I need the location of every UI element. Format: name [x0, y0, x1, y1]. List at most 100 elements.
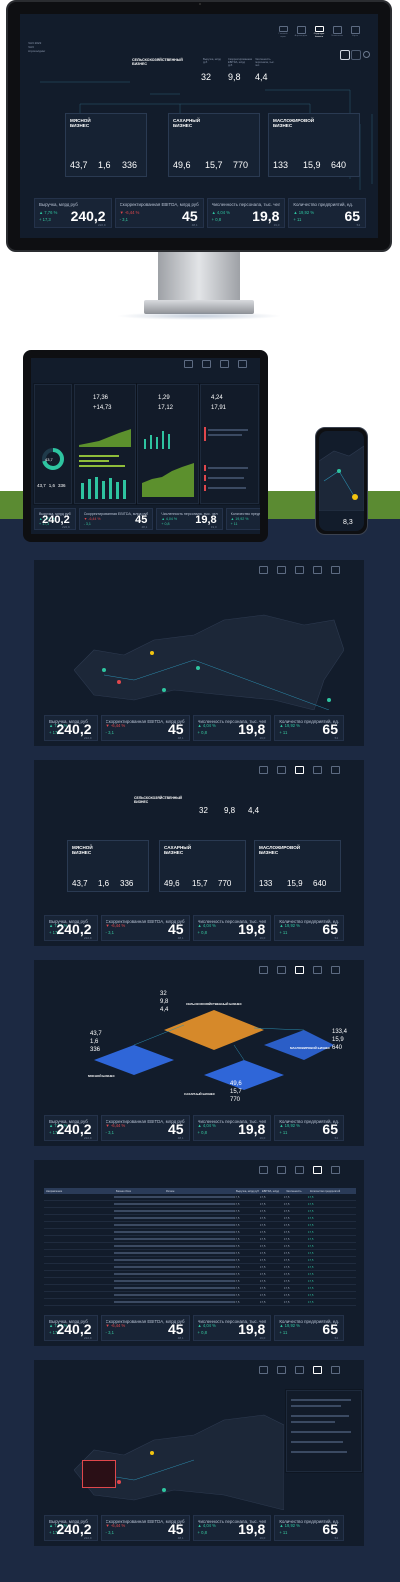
nav-item-home[interactable] — [181, 360, 195, 372]
table-row[interactable]: 17,5 17,5 17,5 17,5 — [44, 1236, 356, 1243]
kpi-card[interactable]: Скорректированная EBITDA, млрд руб ▼ -6,4… — [100, 915, 190, 941]
kpi-card[interactable]: Выручка, млрд руб ▲ 7,76 % + 17,3 240,2 222,… — [44, 1515, 98, 1541]
kpi-card[interactable]: Количество предприятий, ед.▲ 19,92 %+ 11… — [274, 1315, 344, 1341]
nav-item-metrics[interactable] — [310, 566, 324, 578]
nav-item-agroholding[interactable] — [199, 360, 213, 372]
table-row[interactable]: 17,5 17,5 17,5 17,5 — [44, 1243, 356, 1250]
nav-item-metrics[interactable] — [310, 966, 324, 978]
kpi-card[interactable]: Численность персонала, тыс. чел ▲ 4,04 % +… — [192, 715, 272, 741]
business-card-sugar[interactable]: САХАРНЫЙ БИЗНЕС 49,6 15,7 770 — [168, 113, 260, 177]
kpi-card[interactable]: Скорректированная EBITDA, млрд руб ▼ -6,4… — [100, 1115, 190, 1141]
nav-item-agroholding[interactable] — [274, 966, 288, 978]
nav-item-home[interactable] — [256, 1366, 270, 1378]
nav-item-home[interactable] — [256, 566, 270, 578]
nav-item-structure[interactable] — [292, 766, 306, 778]
kpi-card[interactable]: Численность персонала, тыс. чел ▲ 4,04 % +… — [192, 1115, 272, 1141]
view-toggle-button[interactable] — [340, 50, 350, 60]
nav-item-agroholding[interactable] — [274, 566, 288, 578]
nav-item-map[interactable] — [328, 966, 342, 978]
nav-item-structure[interactable] — [292, 966, 306, 978]
business-card-oil[interactable]: МАСЛОЖИРОВОЙ БИЗНЕС 133 15,9 640 — [268, 113, 360, 177]
alert-popup[interactable] — [82, 1460, 116, 1488]
table-header-cell[interactable]: Количество предприятий — [310, 1189, 341, 1193]
kpi-change: ▲ 4,04 % — [197, 1123, 216, 1128]
kpi-card[interactable]: Выручка, млрд руб ▲ 7,76 % + 17,3 240,2 222,… — [44, 1115, 98, 1141]
kpi-card[interactable]: Численность персонала, тыс. чел ▲ 4,04 % +… — [206, 198, 286, 228]
kpi-card[interactable]: Численность персонала, тыс. чел ▲ 4,04 % +… — [156, 508, 223, 530]
table-row[interactable]: 17,5 17,5 17,5 17,5 — [44, 1278, 356, 1285]
business-card-sugar[interactable]: САХАРНЫЙ БИЗНЕС 49,6 15,7 770 — [159, 840, 246, 892]
table-row[interactable]: 17,5 17,5 17,5 17,5 — [44, 1208, 356, 1215]
nav-item-agroholding[interactable] — [274, 1166, 288, 1178]
table-row[interactable]: 17,5 17,5 17,5 17,5 — [44, 1201, 356, 1208]
table-header-cell[interactable]: Численность — [286, 1189, 302, 1193]
table-cell: 17,5 — [284, 1265, 290, 1269]
nav-item-map[interactable] — [328, 1166, 342, 1178]
kpi-card[interactable]: Количество предприятий, ед.▲ 19,92 %+ 11… — [274, 1115, 344, 1141]
nav-item-map[interactable] — [328, 766, 342, 778]
nav-item-structure[interactable] — [292, 1166, 306, 1178]
nav-item-home[interactable] — [256, 966, 270, 978]
nav-item-structure[interactable] — [292, 1366, 306, 1378]
table-header-cell[interactable]: EBITDA, млрд — [262, 1189, 280, 1193]
kpi-card[interactable]: Количество предприятий, ед.▲ 19,92 %+ 11… — [225, 508, 260, 530]
view-toggle-button-2[interactable] — [351, 50, 361, 60]
nav-item-metrics[interactable]: Показатели — [330, 26, 344, 38]
business-card-meat[interactable]: МЯСНОЙ БИЗНЕС 43,7 1,6 336 — [65, 113, 147, 177]
kpi-card[interactable]: Выручка, млрд руб ▲ 7,76 % + 17,3 240,2 222,… — [44, 1315, 98, 1341]
table-row[interactable]: 17,5 17,5 17,5 17,5 — [44, 1257, 356, 1264]
table-header-cell[interactable]: Выручка, млрд руб — [236, 1189, 259, 1193]
nav-item-metrics[interactable] — [235, 360, 249, 372]
table-header-cell[interactable]: Бизнес-блок — [116, 1189, 131, 1193]
kpi-card[interactable]: Скорректированная EBITDA, млрд руб ▼ -6,4… — [114, 198, 204, 228]
nav-item-home[interactable]: Главный экран — [276, 26, 290, 38]
nav-item-agroholding[interactable] — [274, 766, 288, 778]
kpi-card[interactable]: Скорректированная EBITDA, млрд руб ▼ -6,4… — [78, 508, 154, 530]
table-row[interactable]: 17,5 17,5 17,5 17,5 — [44, 1285, 356, 1292]
nav-item-structure[interactable] — [292, 566, 306, 578]
table-row[interactable]: 17,5 17,5 17,5 17,5 — [44, 1299, 356, 1306]
kpi-card[interactable]: Численность персонала, тыс. чел ▲ 4,04 % +… — [192, 1515, 272, 1541]
kpi-card[interactable]: Скорректированная EBITDA, млрд руб ▼ -6,4… — [100, 715, 190, 741]
table-row[interactable]: 17,5 17,5 17,5 17,5 — [44, 1250, 356, 1257]
nav-item-map[interactable]: Карта — [348, 26, 362, 38]
nav-item-metrics[interactable] — [310, 1366, 324, 1378]
kpi-card[interactable]: Численность персонала, тыс. чел ▲ 4,04 % +… — [192, 1315, 272, 1341]
kpi-label: Количество предприятий, ед. — [230, 512, 260, 516]
table-header-cell[interactable]: Направление — [46, 1189, 63, 1193]
kpi-card[interactable]: Выручка, млрд руб ▲ 7,76 % + 17,3 240,2 222,… — [34, 198, 112, 228]
table-row[interactable]: 17,5 17,5 17,5 17,5 — [44, 1222, 356, 1229]
nav-item-metrics[interactable] — [310, 1166, 324, 1178]
business-card-oil[interactable]: МАСЛОЖИРОВОЙ БИЗНЕС 133 15,9 640 — [254, 840, 341, 892]
nav-item-map[interactable] — [328, 566, 342, 578]
nav-item-structure[interactable]: Структура бизнеса — [312, 26, 326, 38]
table-row[interactable]: 17,5 17,5 17,5 17,5 — [44, 1271, 356, 1278]
table-header-cell[interactable]: Регион — [166, 1189, 175, 1193]
table-row[interactable]: 17,5 17,5 17,5 17,5 — [44, 1215, 356, 1222]
kpi-card[interactable]: Выручка, млрд руб ▲ 7,76 % + 17,3 240,2 222,… — [34, 508, 76, 530]
kpi-card[interactable]: Количество предприятий, ед.▲ 19,92 %+ 11… — [274, 915, 344, 941]
nav-item-metrics[interactable] — [310, 766, 324, 778]
nav-item-structure[interactable] — [217, 360, 231, 372]
kpi-card[interactable]: Выручка, млрд руб ▲ 7,76 % + 17,3 240,2 222,… — [44, 715, 98, 741]
nav-item-home[interactable] — [256, 766, 270, 778]
kpi-card[interactable]: Скорректированная EBITDA, млрд руб ▼ -6,4… — [100, 1315, 190, 1341]
nav-item-map[interactable] — [328, 1366, 342, 1378]
kpi-card[interactable]: Количество предприятий, ед.▲ 19,92 %+ 11… — [288, 198, 367, 228]
kpi-card[interactable]: Численность персонала, тыс. чел ▲ 4,04 % +… — [192, 915, 272, 941]
table-row[interactable]: 17,5 17,5 17,5 17,5 — [44, 1229, 356, 1236]
nav-item-agroholding[interactable]: Агрохолдинг — [294, 26, 308, 38]
kpi-card[interactable]: Выручка, млрд руб ▲ 7,76 % + 17,3 240,2 222,… — [44, 915, 98, 941]
kpi-previous: 19,0 — [259, 936, 266, 940]
table-row[interactable]: 17,5 17,5 17,5 17,5 — [44, 1194, 356, 1201]
kpi-card[interactable]: Скорректированная EBITDA, млрд руб ▼ -6,4… — [100, 1515, 190, 1541]
kpi-card[interactable]: Количество предприятий, ед.▲ 19,92 %+ 11… — [274, 715, 344, 741]
table-row[interactable]: 17,5 17,5 17,5 17,5 — [44, 1264, 356, 1271]
table-row[interactable]: 17,5 17,5 17,5 17,5 — [44, 1292, 356, 1299]
nav-item-agroholding[interactable] — [274, 1366, 288, 1378]
nav-item-home[interactable] — [256, 1166, 270, 1178]
kpi-value: 19,8 — [238, 1121, 266, 1137]
business-card-meat[interactable]: МЯСНОЙ БИЗНЕС 43,7 1,6 336 — [67, 840, 149, 892]
kpi-card[interactable]: Количество предприятий, ед.▲ 19,92 %+ 11… — [274, 1515, 344, 1541]
search-icon[interactable] — [363, 51, 370, 58]
